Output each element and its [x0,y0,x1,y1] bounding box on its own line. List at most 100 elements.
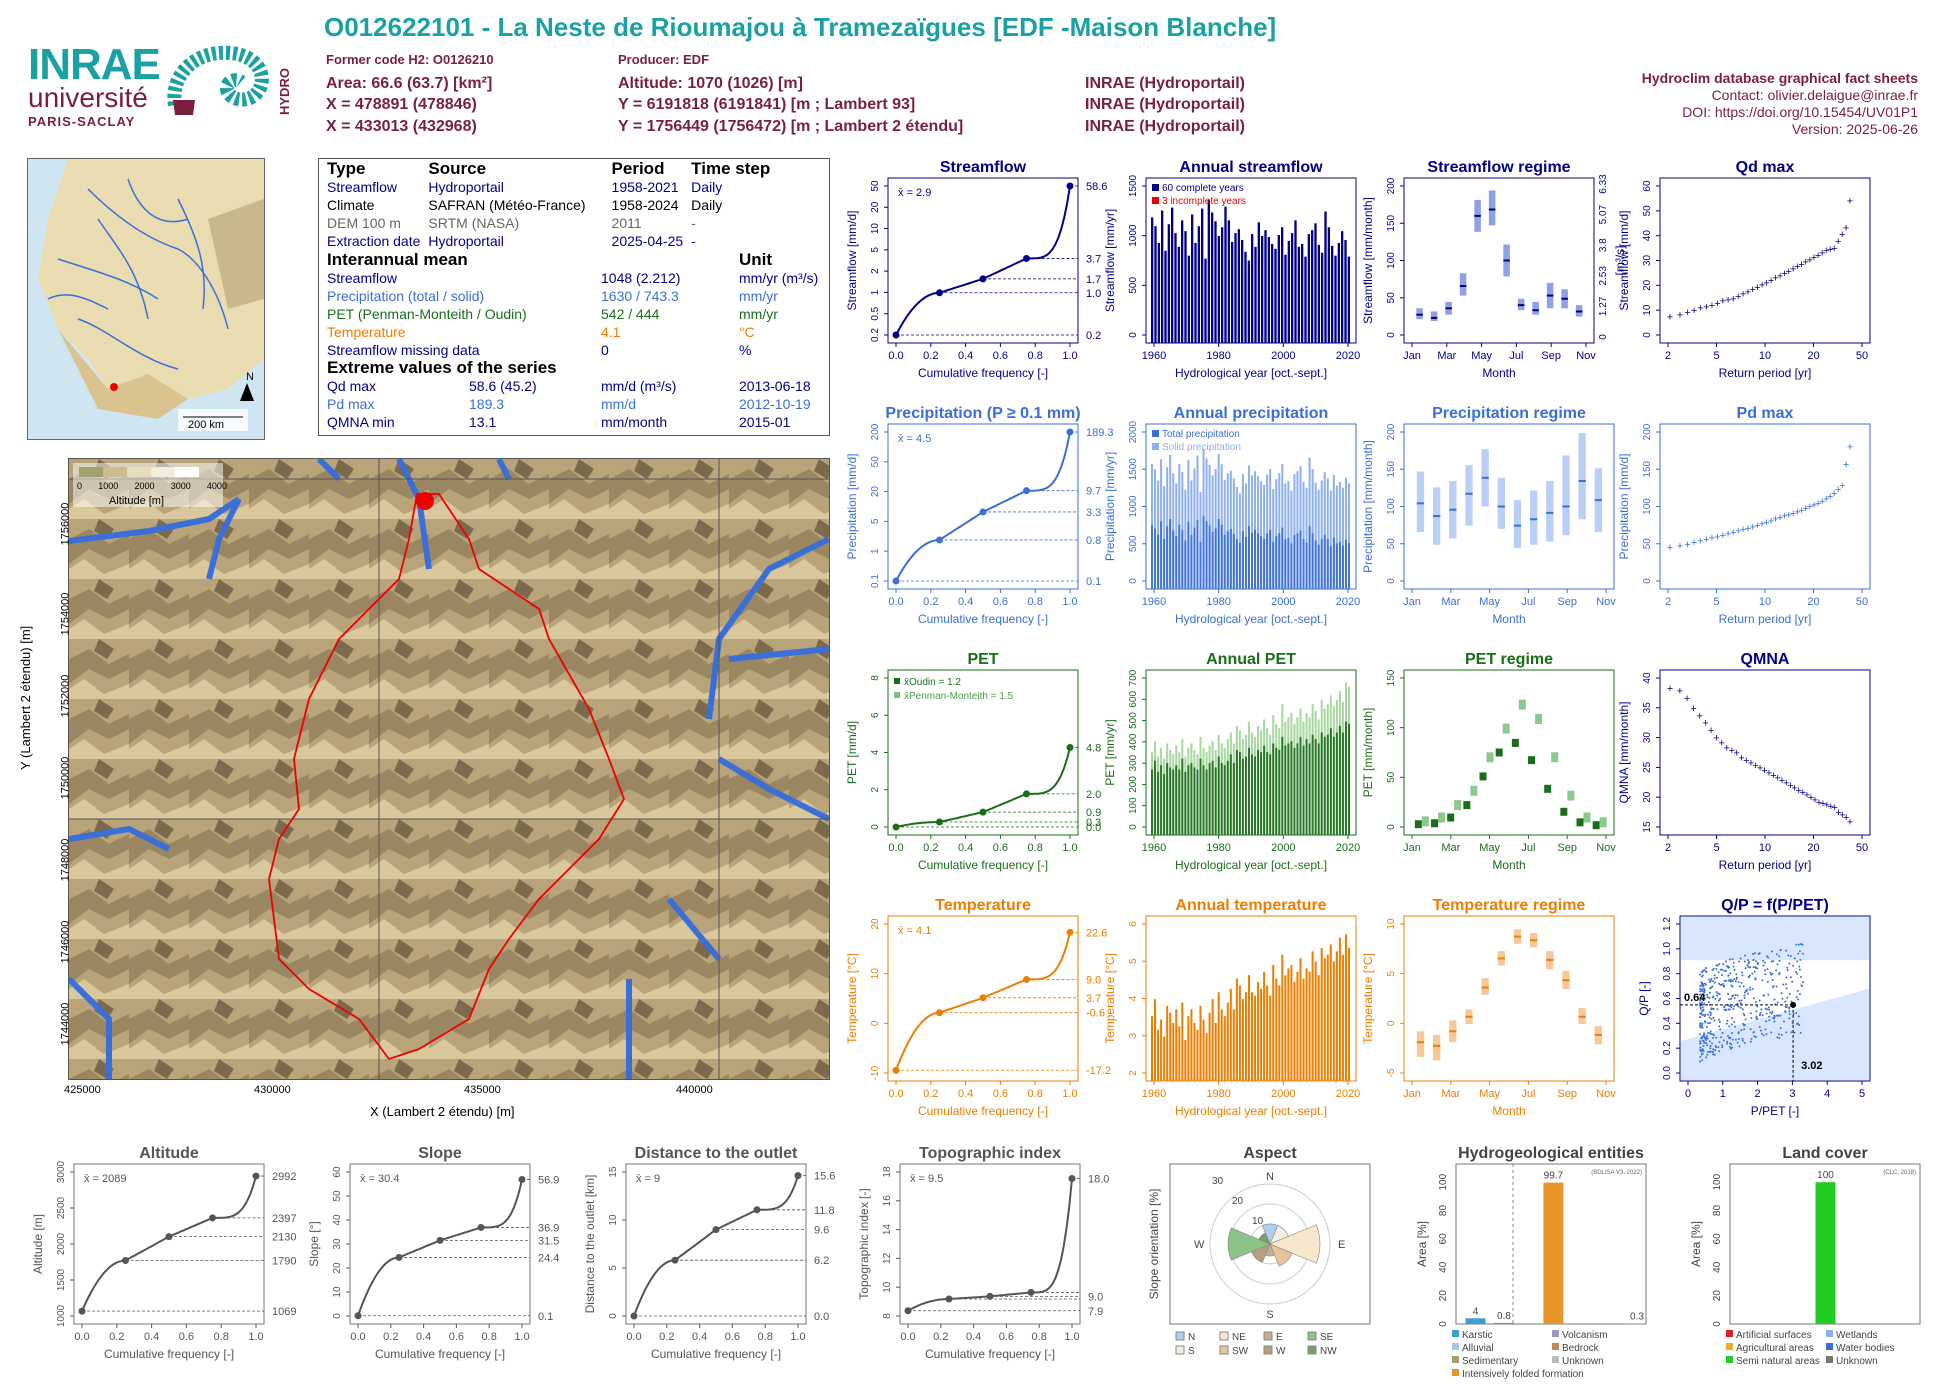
bar-secondary [1341,732,1344,835]
x-tick-label: 0.2 [109,1331,124,1343]
cell: 4.1 [601,324,621,340]
scatter-point [1753,1035,1756,1038]
x-tick-label: 0.0 [888,596,903,608]
scatter-point [1701,1052,1704,1055]
bar [1305,968,1308,1081]
y-tick-label: 40 [1438,1261,1449,1273]
point-marker: + [1709,300,1715,312]
scatter-point [1759,1029,1762,1032]
scatter-point [1729,972,1732,975]
pm-box [1438,812,1446,823]
oudin-box [1463,801,1471,810]
scatter-point [1747,959,1750,962]
ring [1209,1183,1331,1305]
scatter-point [1793,957,1796,960]
scatter-point [1700,981,1703,984]
y-tick-label: 10 [332,1286,343,1298]
bar-secondary [1296,533,1299,589]
scatter-point [1788,992,1791,995]
scatter-point [1771,1010,1774,1013]
y-tick-label: 10 [870,223,881,235]
point-marker: + [1667,683,1673,695]
right-value-label: 31.5 [538,1235,559,1247]
scatter-point [1756,967,1759,970]
chart-title: Topographic index [919,1145,1061,1162]
bar-secondary [1166,526,1169,589]
box [1488,190,1496,226]
bar [1193,1022,1196,1081]
scatter-point [1708,1040,1711,1043]
bar [1211,212,1214,343]
x-tick-label: 0.8 [1028,1088,1043,1100]
bar-secondary [1299,736,1302,835]
scatter-point [1737,1005,1740,1008]
bar-secondary [1175,536,1178,589]
page-title: O012622101 - La Neste de Rioumajou à Tra… [324,12,1277,42]
source-label: (CLC, 2018) [1883,1170,1916,1176]
y-tick-label: 0 [608,1313,619,1319]
y-tick-label: 1000 [56,1304,67,1327]
y-tick-label: 300 [1128,754,1139,771]
right-tick-label: 6.33 [1598,174,1609,194]
point-marker: + [1847,196,1853,208]
scatter-point [1701,1022,1704,1025]
bar-secondary [1172,769,1175,835]
scatter-point [1720,984,1723,987]
point-marker: + [1777,270,1783,282]
scatter-point [1789,955,1792,958]
bar-secondary [1347,723,1350,835]
legend-label: Solid precipitation [1162,442,1241,453]
bar-secondary [1254,529,1257,589]
chart-title: PET regime [1465,651,1553,668]
bar-secondary [1229,529,1232,589]
map-x-ticks: 425000 430000 435000 440000 [64,1084,828,1100]
scatter-point [1802,952,1805,955]
scatter-point [1798,965,1801,968]
chart-title: QMNA [1741,651,1790,668]
bar-secondary [1257,749,1260,835]
scatter-point [1782,983,1785,986]
bar [1344,477,1347,589]
bar-secondary [1187,765,1190,835]
former-code: Former code H2: O0126210 [326,52,494,67]
scatter-point [1699,1024,1702,1027]
point-marker: + [1740,524,1746,536]
x-tick-label: 1960 [1142,1088,1166,1100]
legend-swatch [1219,1345,1229,1355]
scatter-point [1779,949,1782,952]
x-tick-label: 5 [1713,596,1719,608]
bar [1211,999,1214,1081]
chart-annual_pet: Annual PET Hydrological year [oct.-sept.]… [1103,651,1360,872]
scatter-point [1741,1039,1744,1042]
series-line [907,1178,1073,1312]
scatter-point [1791,980,1794,983]
chart-title: Land cover [1782,1145,1867,1162]
scatter-point [1743,1028,1746,1031]
scatter-point [1747,992,1750,995]
point-marker: + [1843,222,1849,234]
x-axis-label: Month [1492,858,1525,872]
y-tick-label: 40 [1642,672,1653,684]
scatter-point [1797,943,1800,946]
bar [1317,489,1320,589]
bar-secondary [1151,524,1154,589]
y-axis-label: Topographic index [-] [857,1188,871,1299]
altitude-legend-title: Altitude [m] [109,495,165,507]
point-marker: + [1831,488,1837,500]
scatter-point [1732,994,1735,997]
point-marker: + [1807,501,1813,513]
point-marker: + [1768,275,1774,287]
x-tick-label: 0.0 [888,842,903,854]
x-axis-label: Cumulative frequency [-] [918,366,1048,380]
point-marker: + [1752,760,1758,772]
bar [1331,245,1334,343]
plot-frame [887,177,1079,344]
box [1546,481,1554,542]
y-axis-label: Streamflow [mm/d] [1617,210,1631,310]
y-tick-label: 0 [870,824,881,830]
cell: Temperature [327,324,406,340]
right-value-label: 3.7 [1086,253,1101,265]
point-marker: + [1702,718,1708,730]
bar-secondary [1184,771,1187,835]
scatter-point [1749,1012,1752,1015]
